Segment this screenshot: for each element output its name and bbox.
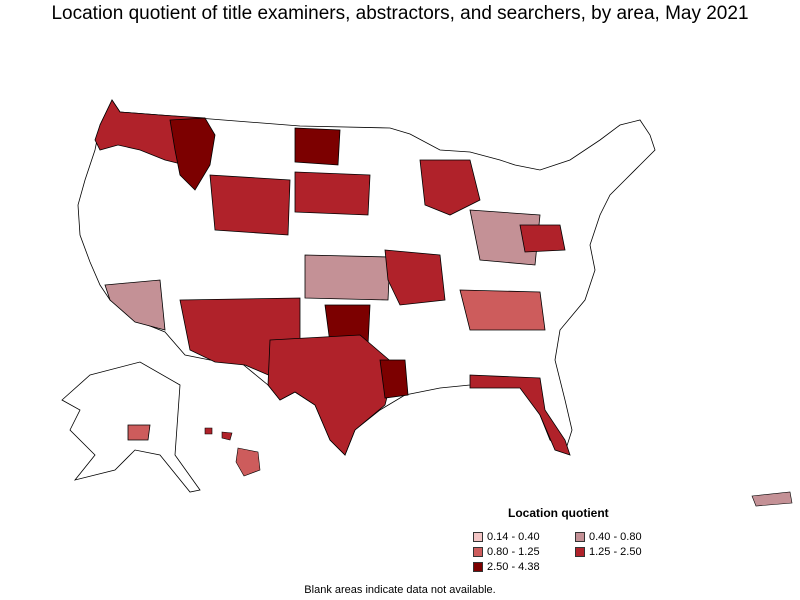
footnote: Blank areas indicate data not available. <box>304 584 496 596</box>
map-title: Location quotient of title examiners, ab… <box>51 3 749 24</box>
legend-label: 0.14 - 0.40 <box>487 531 540 543</box>
hawaii-island-big <box>235 447 261 477</box>
legend-item-2-50-4-38: 2.50 - 4.38 <box>473 560 540 574</box>
hawaii-island-maui <box>221 431 233 441</box>
legend-item-0-14-0-40: 0.14 - 0.40 <box>473 530 540 544</box>
region-southern-california <box>104 279 166 331</box>
region-kansas <box>304 254 391 301</box>
region-wyoming <box>209 174 291 236</box>
region-northern-rockies <box>169 117 216 191</box>
legend-swatch <box>473 547 483 557</box>
region-texas <box>267 334 396 456</box>
alaska-region-south <box>127 424 151 441</box>
contiguous-us <box>77 99 656 456</box>
legend-swatch <box>575 532 585 542</box>
region-great-lakes <box>419 159 481 216</box>
legend-swatch <box>473 562 483 572</box>
region-southeast-appalachia <box>459 289 546 331</box>
region-north-dakota <box>294 127 341 166</box>
region-pennsylvania <box>519 224 566 253</box>
hawaii-island-oahu <box>204 427 213 435</box>
legend-item-1-25-2-50: 1.25 - 2.50 <box>575 545 642 559</box>
puerto-rico <box>751 491 793 507</box>
legend-title: Location quotient <box>508 506 609 520</box>
region-gulf-coast <box>469 374 571 456</box>
region-ozarks <box>384 249 446 306</box>
legend-label: 0.80 - 1.25 <box>487 546 540 558</box>
legend: 0.14 - 0.40 0.40 - 0.80 0.80 - 1.25 1.25… <box>473 530 673 574</box>
legend-swatch <box>575 547 585 557</box>
region-south-dakota <box>294 171 371 216</box>
legend-label: 2.50 - 4.38 <box>487 561 540 573</box>
legend-item-0-80-1-25: 0.80 - 1.25 <box>473 545 540 559</box>
alaska <box>61 361 201 493</box>
puerto-rico-island <box>751 491 793 507</box>
legend-item-0-40-0-80: 0.40 - 0.80 <box>575 530 642 544</box>
legend-label: 0.40 - 0.80 <box>589 531 642 543</box>
region-louisiana <box>379 359 409 399</box>
legend-label: 1.25 - 2.50 <box>589 546 642 558</box>
legend-swatch <box>473 532 483 542</box>
hawaii <box>204 427 261 477</box>
region-ohio-valley <box>469 209 541 266</box>
